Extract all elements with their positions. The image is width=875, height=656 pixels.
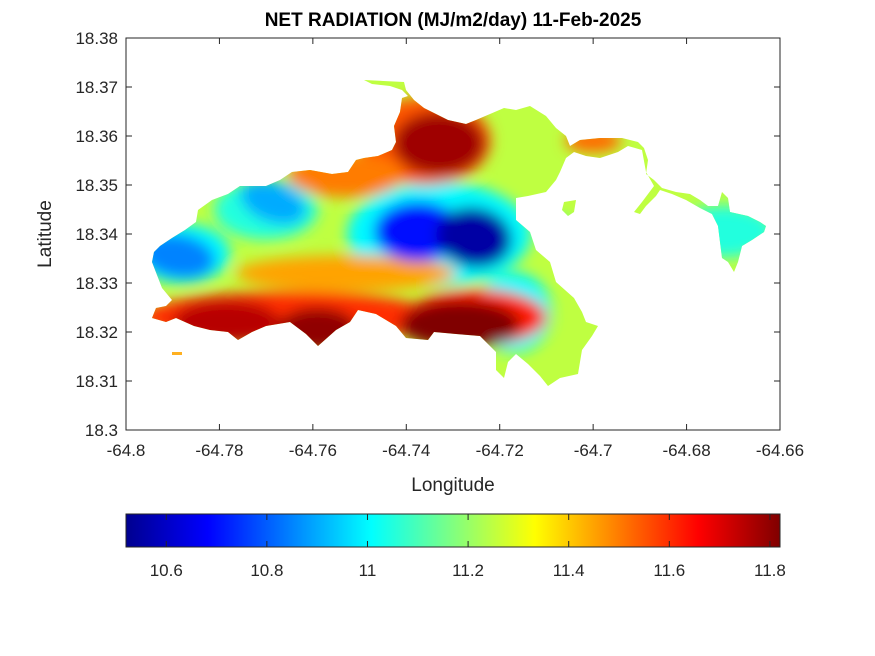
- colorbar-tick-label: 10.6: [150, 561, 183, 580]
- x-tick-label: -64.76: [289, 441, 337, 460]
- y-tick-label: 18.31: [75, 372, 118, 391]
- radiation-map: [152, 80, 766, 386]
- y-axis-label: Latitude: [35, 200, 56, 268]
- colorbar-tick-label: 11: [359, 561, 377, 580]
- y-tick-label: 18.36: [75, 127, 118, 146]
- x-ticks: -64.8 -64.78 -64.76 -64.74 -64.72 -64.7 -64.68…: [107, 38, 804, 460]
- colorbar-tick-label: 10.8: [250, 561, 283, 580]
- field-extremum-south-high-1: [172, 300, 281, 345]
- y-tick-label: 18.34: [75, 225, 118, 244]
- field-northeast-warm: [565, 128, 622, 153]
- x-tick-label: -64.8: [107, 441, 146, 460]
- x-tick-label: -64.72: [476, 441, 524, 460]
- y-tick-label: 18.3: [85, 421, 118, 440]
- y-ticks: 18.3 18.31 18.32 18.33 18.34 18.35 18.36 18.37 1…: [75, 29, 780, 440]
- colorbar: 10.6 10.8 11 11.2 11.4 11.6 11.8: [125, 513, 786, 580]
- field-extremum-north-high: [393, 111, 485, 176]
- colorbar-ticks: 10.6 10.8 11 11.2 11.4 11.6 11.8: [150, 514, 786, 580]
- y-tick-label: 18.35: [75, 176, 118, 195]
- y-tick-label: 18.37: [75, 78, 118, 97]
- colorbar-tick-label: 11.6: [653, 561, 685, 580]
- field-extremum-northwest-low: [240, 180, 306, 225]
- x-tick-label: -64.78: [195, 441, 243, 460]
- y-tick-label: 18.38: [75, 29, 118, 48]
- field-contour-halo: [235, 255, 456, 292]
- island-fragment: [172, 352, 182, 355]
- field-contour-halo: [287, 153, 404, 198]
- x-axis-label: Longitude: [411, 475, 494, 496]
- colorbar-tick-label: 11.8: [754, 561, 786, 580]
- field-extremum-min-center: [436, 207, 512, 268]
- field-extremum-south-high-2: [277, 307, 358, 352]
- x-tick-label: -64.68: [662, 441, 710, 460]
- chart-title: NET RADIATION (MJ/m2/day) 11-Feb-2025: [265, 10, 642, 31]
- field-east-region: [673, 205, 766, 258]
- y-tick-label: 18.33: [75, 274, 118, 293]
- field-east-region: [544, 217, 573, 246]
- y-tick-label: 18.32: [75, 323, 118, 342]
- x-tick-label: -64.74: [382, 441, 430, 460]
- field-extremum-south-high-3: [400, 300, 520, 349]
- x-tick-label: -64.66: [756, 441, 804, 460]
- colorbar-tick-label: 11.4: [553, 561, 585, 580]
- colorbar-tick-label: 11.2: [452, 561, 484, 580]
- x-tick-label: -64.7: [574, 441, 613, 460]
- colorbar-gradient: [125, 513, 781, 548]
